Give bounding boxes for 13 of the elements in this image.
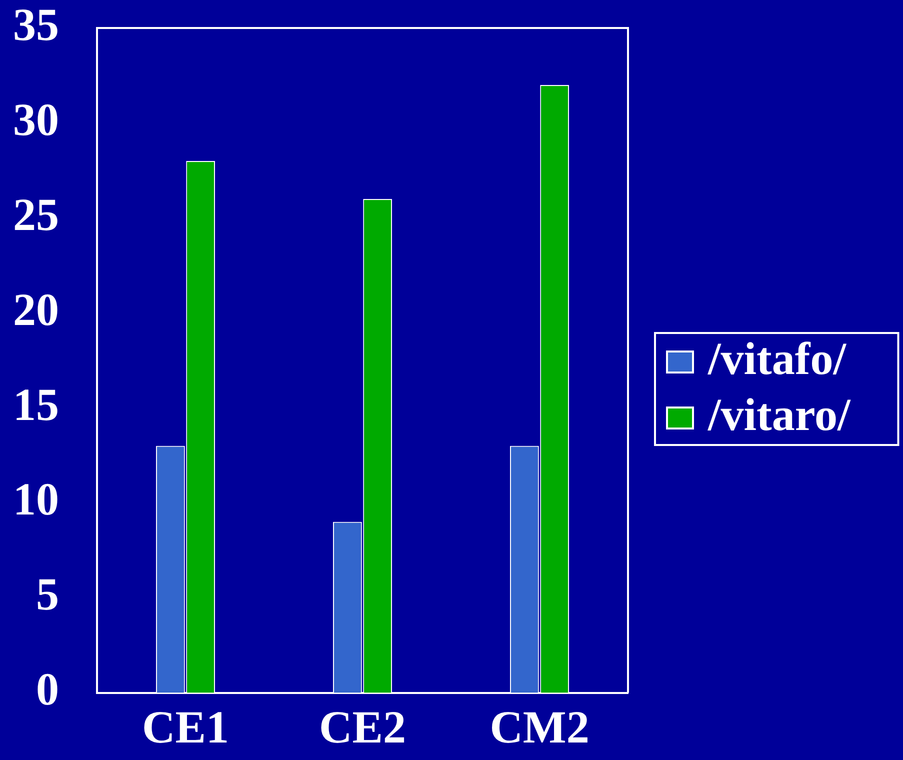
x-tick-label: CE1 bbox=[142, 701, 229, 752]
y-tick-label: 10 bbox=[13, 474, 59, 525]
legend-label: /vitafo/ bbox=[707, 332, 848, 384]
x-tick-label: CM2 bbox=[490, 701, 590, 752]
y-tick-label: 0 bbox=[36, 664, 59, 715]
y-tick-label: 20 bbox=[13, 284, 59, 335]
y-tick-label: 35 bbox=[13, 0, 59, 50]
y-tick-label: 15 bbox=[13, 378, 59, 430]
legend-label: /vitaro/ bbox=[707, 388, 852, 440]
x-tick-label: CE2 bbox=[319, 701, 406, 752]
y-tick-label: 30 bbox=[13, 94, 59, 145]
y-tick-label: 25 bbox=[13, 188, 59, 240]
y-tick-label: 5 bbox=[36, 568, 59, 620]
